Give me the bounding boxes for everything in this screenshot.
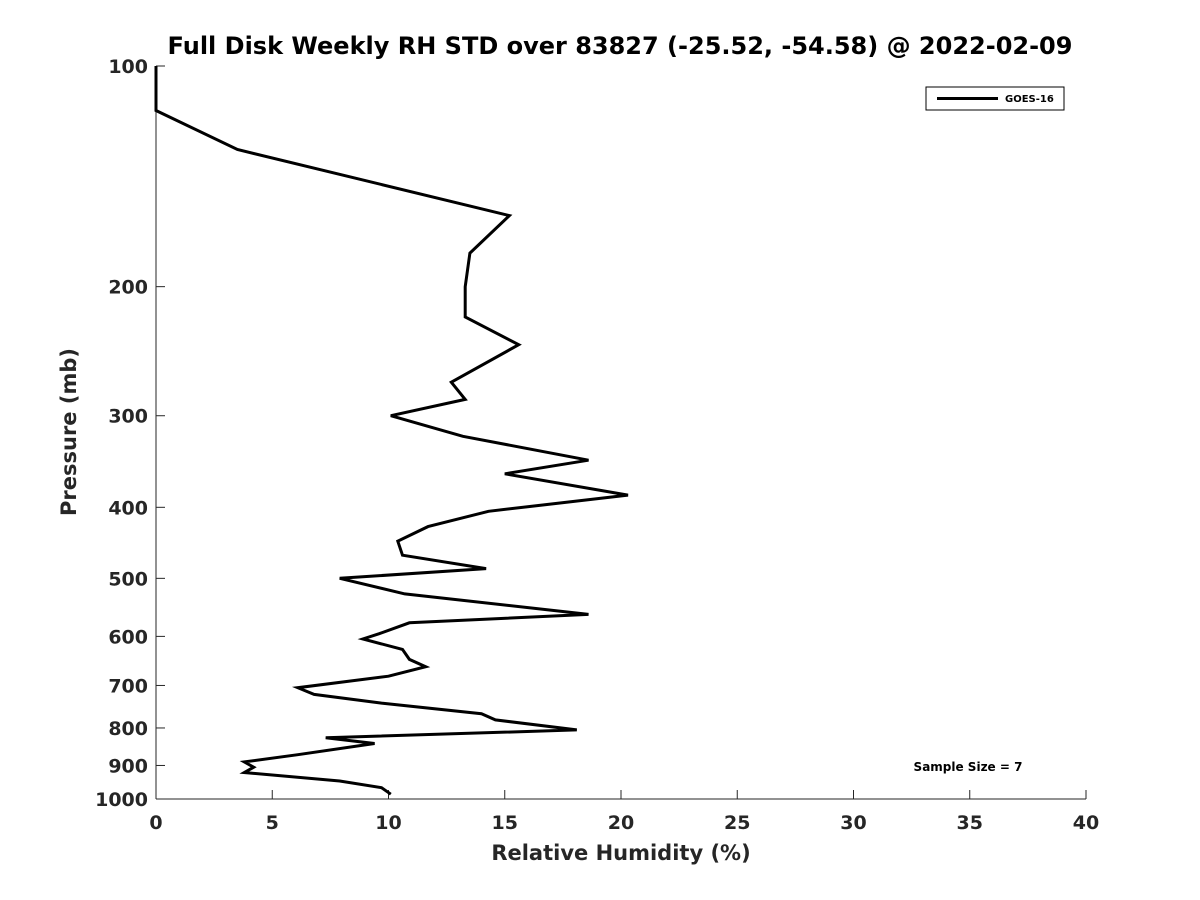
plot-area: 0 5 10 15 20 25 30 35 40 100 200 300 400 500 600 700 80… <box>95 56 1099 834</box>
y-tick-label: 400 <box>108 497 148 519</box>
y-tick-label: 100 <box>108 56 148 78</box>
x-tick-label: 15 <box>492 812 518 834</box>
chart-title: Full Disk Weekly RH STD over 83827 (-25.… <box>168 32 1073 60</box>
y-ticks: 100 200 300 400 500 600 700 800 900 1000 <box>95 56 165 811</box>
series-line-goes-16 <box>154 66 629 796</box>
y-axis-label: Pressure (mb) <box>57 348 81 516</box>
x-tick-label: 5 <box>266 812 279 834</box>
x-tick-label: 0 <box>149 812 162 834</box>
x-tick-label: 35 <box>957 812 983 834</box>
x-axis-label: Relative Humidity (%) <box>491 841 750 865</box>
legend: GOES-16 <box>925 86 1065 111</box>
y-tick-label: 700 <box>108 675 148 697</box>
series-layer <box>154 66 629 796</box>
x-ticks: 0 5 10 15 20 25 30 35 40 <box>149 790 1099 834</box>
x-tick-label: 25 <box>724 812 750 834</box>
y-tick-label: 600 <box>108 626 148 648</box>
x-tick-label: 10 <box>375 812 401 834</box>
sample-size-annotation: Sample Size = 7 <box>914 760 1023 774</box>
x-tick-label: 20 <box>608 812 634 834</box>
legend-label-goes-16: GOES-16 <box>1005 94 1054 105</box>
x-tick-label: 40 <box>1073 812 1099 834</box>
y-tick-label: 1000 <box>95 789 148 811</box>
y-tick-label: 200 <box>108 277 148 299</box>
x-tick-label: 30 <box>840 812 866 834</box>
y-tick-label: 300 <box>108 406 148 428</box>
y-tick-label: 800 <box>108 718 148 740</box>
y-tick-label: 500 <box>108 568 148 590</box>
y-tick-label: 900 <box>108 755 148 777</box>
